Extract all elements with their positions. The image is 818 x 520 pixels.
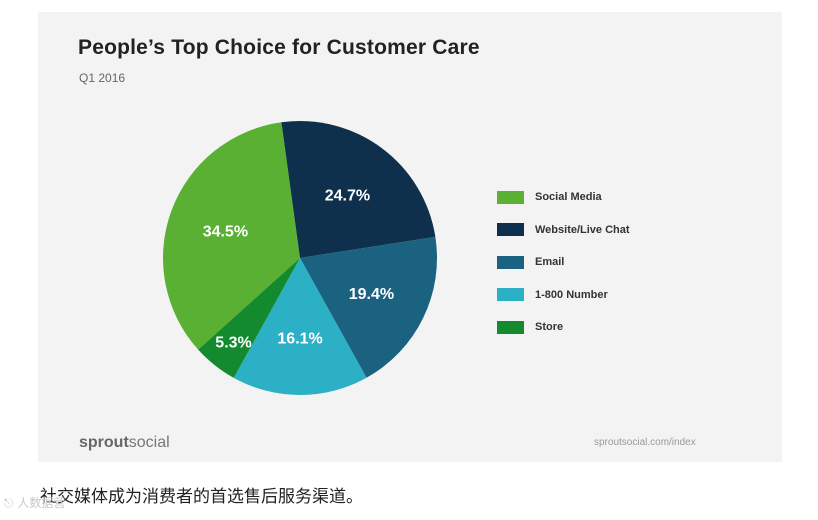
legend-label: 1-800 Number: [535, 288, 608, 301]
chart-title: People’s Top Choice for Customer Care: [78, 36, 480, 59]
source-url: sproutsocial.com/index: [594, 437, 696, 448]
legend-swatch: [497, 288, 524, 302]
slice-value-label: 5.3%: [215, 335, 251, 352]
caption: 社交媒体成为消费者的首选售后服务渠道。: [40, 487, 363, 507]
pie-slice-email: [300, 236, 437, 378]
legend-swatch: [497, 320, 524, 334]
legend-item: 1-800 Number: [497, 279, 630, 312]
watermark-icon: ⎋: [4, 496, 18, 510]
pie-slice-website-live-chat: [281, 121, 436, 258]
chart-subtitle: Q1 2016: [79, 71, 126, 85]
legend-swatch: [497, 223, 524, 237]
chart-legend: Social Media Website/Live Chat Email 1-800 …: [497, 181, 630, 344]
brand-logo: sproutsocial: [79, 434, 170, 452]
legend-item: Social Media: [497, 181, 630, 214]
legend-item: Email: [497, 246, 630, 279]
legend-label: Website/Live Chat: [535, 223, 630, 236]
pie-slice-social-media: [162, 122, 300, 350]
slice-value-label: 16.1%: [277, 330, 322, 347]
watermark-text: 人数据营: [17, 496, 66, 510]
slice-value-label: 24.7%: [325, 187, 370, 204]
pie-slice-store: [198, 258, 300, 378]
legend-label: Email: [535, 256, 565, 269]
brand-rest: social: [128, 434, 170, 451]
legend-label: Store: [535, 321, 564, 334]
legend-item: Website/Live Chat: [497, 214, 630, 247]
watermark: ⎋ 人数据营: [4, 494, 65, 511]
legend-swatch: [497, 255, 524, 269]
slice-value-label: 19.4%: [349, 286, 394, 303]
legend-swatch: [497, 190, 524, 204]
legend-label: Social Media: [535, 191, 602, 204]
legend-item: Store: [497, 311, 630, 344]
brand-bold: sprout: [79, 434, 129, 451]
pie-slice-1-800-number: [233, 258, 367, 395]
slice-value-label: 34.5%: [203, 224, 248, 241]
